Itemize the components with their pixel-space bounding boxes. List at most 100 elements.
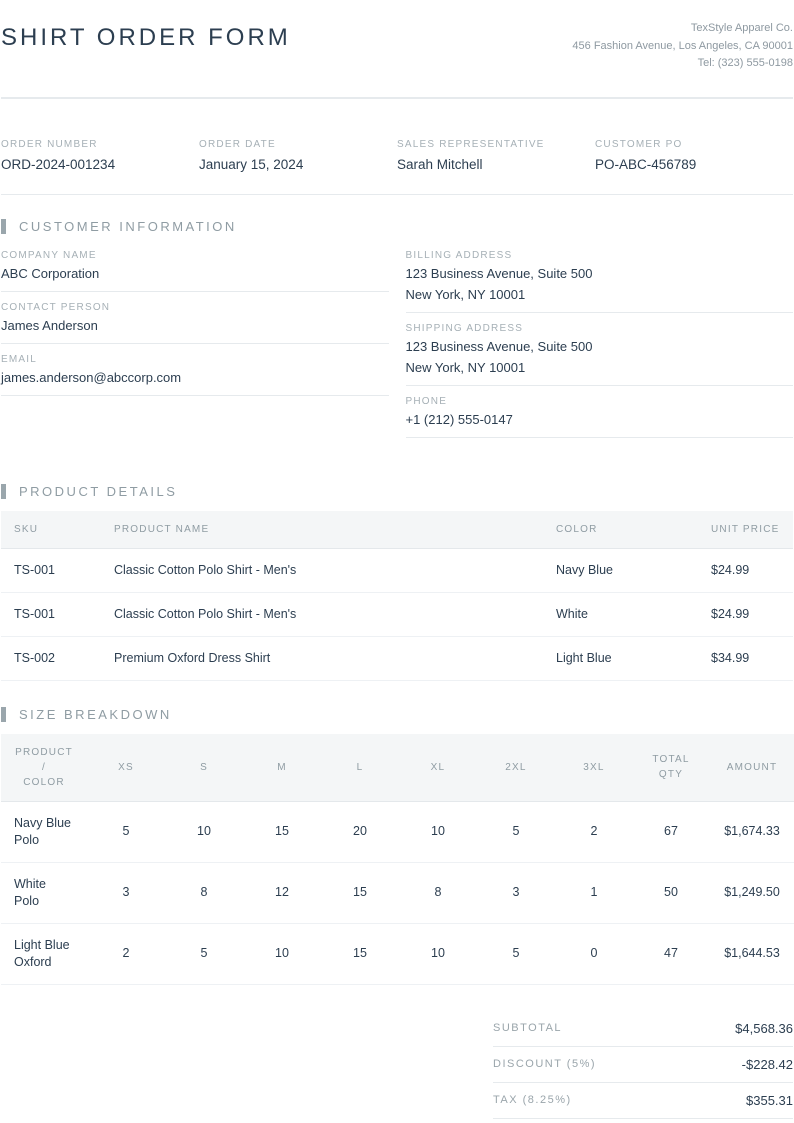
cell-color: White [543, 592, 698, 637]
cell-amount: $1,644.53 [709, 923, 794, 985]
cell-product-name: Classic Cotton Polo Shirt - Men's [101, 592, 543, 637]
column-header-xl: XL [399, 733, 477, 802]
column-header-amount: AMOUNT [709, 733, 794, 802]
billing-address-line1: 123 Business Avenue, Suite 500 [405, 265, 593, 281]
column-header-product-color: PRODUCT / COLOR [1, 733, 87, 802]
cell-unit-price: $24.99 [698, 592, 793, 637]
cell-unit-price: $24.99 [698, 548, 793, 593]
order-number-label: ORDER NUMBER [1, 138, 98, 150]
sales-rep-value: Sarah Mitchell [397, 156, 483, 172]
customer-information-section: CUSTOMER INFORMATION COMPANY NAME ABC Co… [1, 218, 793, 448]
email-field: EMAIL james.anderson@abccorp.com [1, 354, 389, 396]
product-section-title-text: PRODUCT DETAILS [19, 483, 178, 499]
cell-sku: TS-001 [1, 592, 101, 637]
header-line: COLOR [23, 776, 65, 788]
company-address: 456 Fashion Avenue, Los Angeles, CA 9000… [572, 39, 793, 52]
column-header-color: COLOR [543, 510, 698, 549]
order-date-value: January 15, 2024 [199, 156, 304, 172]
contact-person-field: CONTACT PERSON James Anderson [1, 302, 389, 344]
column-header-unit-price: UNIT PRICE [698, 510, 793, 549]
cell-color: Light Blue [543, 636, 698, 681]
shipping-address-label: SHIPPING ADDRESS [405, 322, 524, 334]
billing-address-field: BILLING ADDRESS 123 Business Avenue, Sui… [405, 249, 793, 313]
phone-value: +1 (212) 555-0147 [405, 411, 513, 427]
column-header-3xl: 3XL [555, 733, 633, 802]
page-title: SHIRT ORDER FORM [1, 24, 291, 51]
size-table-header-row: PRODUCT / COLOR XS S M L XL 2XL 3XL TOTA… [1, 733, 794, 802]
tax-label: TAX (8.25%) [493, 1094, 572, 1106]
section-accent-bar [1, 706, 6, 722]
cell-product-color: Light Blue Oxford [1, 923, 87, 985]
order-number-value: ORD-2024-001234 [1, 156, 116, 172]
cell-sku: TS-001 [1, 548, 101, 593]
product-table-header-row: SKU PRODUCT NAME COLOR UNIT PRICE [1, 510, 793, 549]
cell-product-color: White Polo [1, 862, 87, 924]
column-header-xs: XS [87, 733, 165, 802]
contact-person-label: CONTACT PERSON [1, 301, 111, 313]
company-name-value: ABC Corporation [1, 265, 100, 281]
cell-total-qty: 47 [633, 923, 709, 985]
cell-qty-l: 20 [321, 801, 399, 863]
subtotal-value: $4,568.36 [735, 1020, 793, 1036]
header-line: TOTAL [652, 754, 690, 765]
company-name-field: COMPANY NAME ABC Corporation [1, 250, 389, 292]
cell-qty-xl: 10 [399, 923, 477, 985]
table-row: White Polo 3 8 12 15 8 3 1 50 $1,249.50 [1, 862, 794, 924]
cell-amount: $1,249.50 [709, 862, 794, 924]
cell-qty-xs: 5 [87, 801, 165, 863]
discount-label: DISCOUNT (5%) [493, 1058, 597, 1070]
cell-qty-2xl: 5 [477, 801, 555, 863]
customer-po-value: PO-ABC-456789 [595, 156, 697, 172]
cell-unit-price: $34.99 [698, 636, 793, 681]
cell-qty-xl: 8 [399, 862, 477, 924]
order-date-label: ORDER DATE [199, 138, 276, 150]
cell-total-qty: 67 [633, 801, 709, 863]
column-header-l: L [321, 733, 399, 802]
product-details-table: SKU PRODUCT NAME COLOR UNIT PRICE TS-001… [1, 510, 793, 681]
subtotal-label: SUBTOTAL [493, 1022, 563, 1034]
cell-qty-2xl: 3 [477, 862, 555, 924]
cell-qty-xs: 3 [87, 862, 165, 924]
table-row: TS-002 Premium Oxford Dress Shirt Light … [1, 636, 793, 681]
company-phone: Tel: (323) 555-0198 [697, 57, 793, 69]
column-header-s: S [165, 733, 243, 802]
size-section-title-text: SIZE BREAKDOWN [19, 706, 172, 722]
email-value: james.anderson@abccorp.com [1, 369, 182, 385]
subtotal-row: SUBTOTAL $4,568.36 [493, 1011, 793, 1047]
email-label: EMAIL [1, 353, 38, 365]
table-row: Navy Blue Polo 5 10 15 20 10 5 2 67 $1,6… [1, 801, 794, 863]
product-details-section: PRODUCT DETAILS SKU PRODUCT NAME COLOR U… [1, 483, 793, 681]
shipping-row: SHIPPING $75.00 [493, 1119, 793, 1123]
customer-right-column: BILLING ADDRESS 123 Business Avenue, Sui… [405, 249, 793, 448]
sales-rep-field: SALES REPRESENTATIVE Sarah Mitchell [397, 139, 595, 172]
contact-person-value: James Anderson [1, 317, 98, 333]
column-header-sku: SKU [1, 510, 101, 549]
billing-address-line2: New York, NY 10001 [405, 286, 526, 302]
cell-sku: TS-002 [1, 636, 101, 681]
cell-product-name: Classic Cotton Polo Shirt - Men's [101, 548, 543, 593]
customer-section-title-text: CUSTOMER INFORMATION [19, 218, 237, 234]
billing-address-label: BILLING ADDRESS [405, 249, 513, 261]
customer-po-field: CUSTOMER PO PO-ABC-456789 [595, 139, 793, 172]
size-breakdown-section: SIZE BREAKDOWN PRODUCT / COLOR XS S M [1, 706, 794, 985]
column-header-product-name: PRODUCT NAME [101, 510, 543, 549]
phone-field: PHONE +1 (212) 555-0147 [405, 396, 793, 438]
size-section-title: SIZE BREAKDOWN [1, 706, 793, 722]
header-line: PRODUCT / [15, 746, 73, 773]
column-header-2xl: 2XL [477, 733, 555, 802]
order-date-field: ORDER DATE January 15, 2024 [199, 139, 397, 172]
order-number-field: ORDER NUMBER ORD-2024-001234 [1, 139, 199, 172]
section-accent-bar [1, 218, 6, 234]
customer-left-column: COMPANY NAME ABC Corporation CONTACT PER… [1, 250, 389, 448]
cell-qty-xs: 2 [87, 923, 165, 985]
shipping-address-line2: New York, NY 10001 [405, 359, 526, 375]
section-accent-bar [1, 483, 6, 499]
column-header-total-qty: TOTAL QTY [633, 733, 709, 802]
order-meta-bar: ORDER NUMBER ORD-2024-001234 ORDER DATE … [1, 99, 793, 195]
cell-qty-s: 8 [165, 862, 243, 924]
table-row: TS-001 Classic Cotton Polo Shirt - Men's… [1, 592, 793, 637]
cell-amount: $1,674.33 [709, 801, 794, 863]
cell-qty-m: 15 [243, 801, 321, 863]
cell-total-qty: 50 [633, 862, 709, 924]
